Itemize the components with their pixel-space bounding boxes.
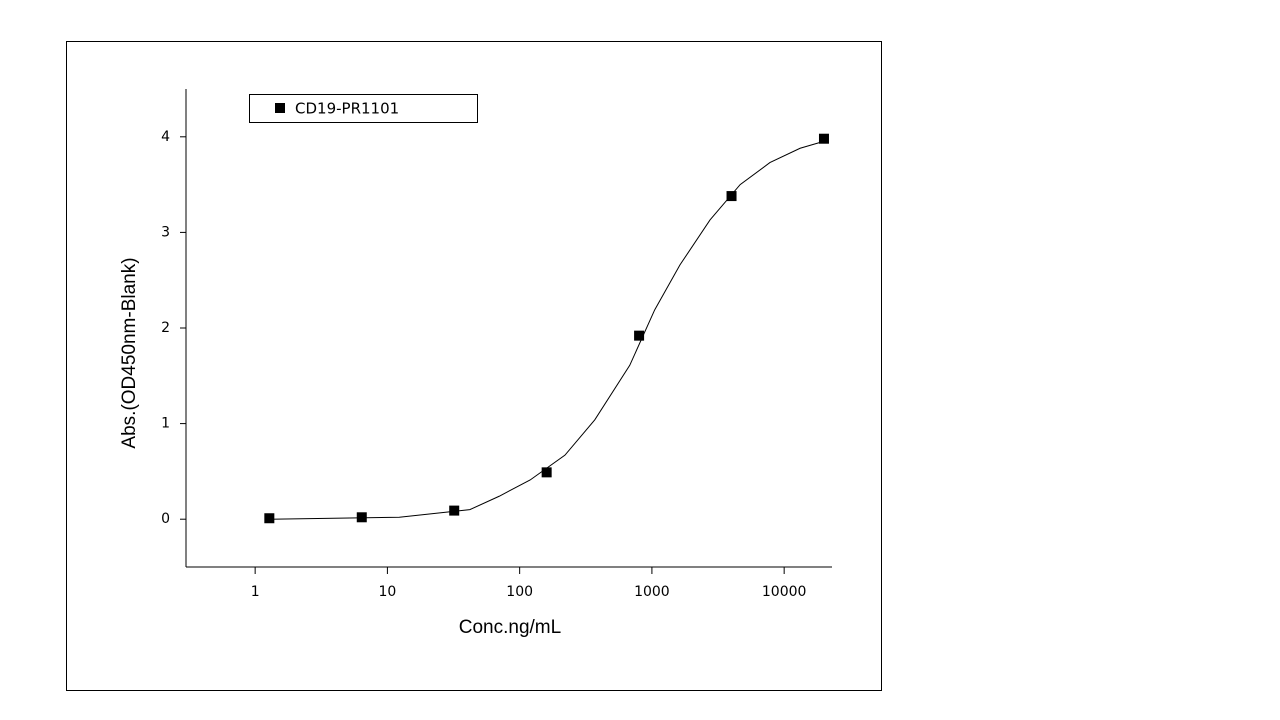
y-tick-label: 4 — [161, 129, 170, 145]
point — [726, 191, 737, 202]
x-tick-label: 1000 — [634, 584, 670, 600]
legend-marker — [275, 103, 285, 113]
x-tick-label: 10000 — [762, 584, 807, 600]
point — [449, 505, 460, 516]
legend-label: CD19-PR1101 — [295, 100, 399, 118]
x-tick-label: 100 — [506, 584, 533, 600]
point — [356, 512, 367, 523]
legend-box — [249, 94, 478, 123]
y-axis-title: Abs.(OD450nm-Blank) — [119, 257, 140, 448]
x-axis-title: Conc.ng/mL — [459, 617, 561, 638]
point — [818, 133, 829, 144]
y-tick-label: 0 — [161, 511, 170, 527]
point — [634, 330, 645, 341]
x-tick-label: 1 — [251, 584, 260, 600]
y-tick-label: 2 — [161, 320, 170, 336]
y-tick-label: 3 — [161, 224, 170, 240]
x-tick-label: 10 — [378, 584, 396, 600]
fit-curve — [269, 140, 827, 520]
frame — [66, 41, 882, 691]
y-tick-label: 1 — [161, 416, 170, 432]
point — [541, 467, 552, 478]
point — [264, 513, 275, 524]
